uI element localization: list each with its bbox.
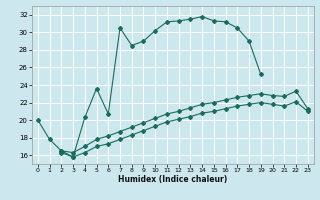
X-axis label: Humidex (Indice chaleur): Humidex (Indice chaleur) — [118, 175, 228, 184]
